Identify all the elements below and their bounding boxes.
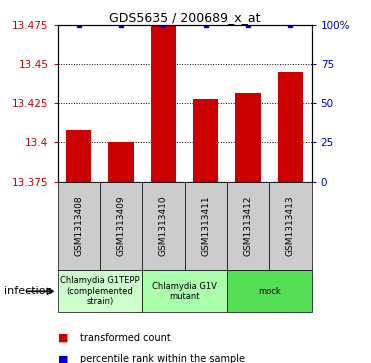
Bar (227, 182, 269, 270)
Bar (185, 182, 227, 270)
Text: ■: ■ (58, 333, 68, 343)
Bar (278, 72, 303, 182)
Text: transformed count: transformed count (80, 333, 171, 343)
Bar (236, 93, 261, 182)
Bar (269, 182, 312, 270)
Title: GDS5635 / 200689_x_at: GDS5635 / 200689_x_at (109, 11, 260, 24)
Bar (193, 99, 219, 182)
Bar (66, 130, 91, 182)
Bar (227, 270, 312, 312)
Text: GSM1313412: GSM1313412 (244, 196, 253, 256)
Bar (142, 270, 227, 312)
Text: GSM1313411: GSM1313411 (201, 196, 210, 256)
Text: mock: mock (258, 287, 280, 296)
Text: Chlamydia G1TEPP
(complemented
strain): Chlamydia G1TEPP (complemented strain) (60, 276, 139, 306)
Text: Chlamydia G1V
mutant: Chlamydia G1V mutant (152, 282, 217, 301)
Text: infection: infection (4, 286, 52, 296)
Text: GSM1313409: GSM1313409 (116, 196, 125, 256)
Text: GSM1313410: GSM1313410 (159, 196, 168, 256)
Bar (58, 182, 100, 270)
Bar (142, 182, 185, 270)
Bar (100, 182, 142, 270)
Text: GSM1313413: GSM1313413 (286, 196, 295, 256)
Text: GSM1313408: GSM1313408 (74, 196, 83, 256)
Bar (151, 25, 176, 182)
Text: ■: ■ (58, 354, 68, 363)
Bar (58, 270, 142, 312)
Text: percentile rank within the sample: percentile rank within the sample (80, 354, 245, 363)
Bar (108, 142, 134, 182)
